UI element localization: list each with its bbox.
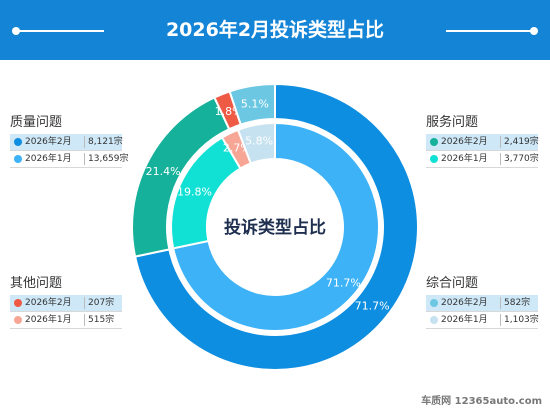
legend-group-title: 服务问题 (426, 115, 479, 130)
legend-row-value: 3,770宗 (504, 154, 539, 164)
header-line-right (446, 30, 532, 32)
legend-row-divider (84, 314, 85, 326)
header-dot-right (530, 27, 538, 35)
outer-slice-label: 5.1% (241, 98, 269, 111)
legend-row: 2026年2月 207宗 (10, 295, 122, 312)
legend-row: 2026年2月 2,419宗 (426, 134, 539, 151)
legend-row-label: 2026年1月 (25, 154, 72, 164)
legend-row: 2026年1月 515宗 (10, 312, 122, 329)
header-bar: 2026年2月投诉类型占比 (0, 0, 550, 60)
legend-swatch (14, 299, 22, 307)
header-dot-left (12, 27, 20, 35)
legend-group-service: 服务问题 2026年2月 2,419宗 2026年1月 3,770宗 (426, 112, 539, 168)
legend-row-divider (84, 297, 85, 309)
legend-row-value: 8,121宗 (88, 137, 123, 147)
legend-row-value: 2,419宗 (504, 137, 539, 147)
legend-row-divider (500, 153, 501, 165)
legend-row-label: 2026年1月 (441, 154, 488, 164)
inner-slice-quality (172, 121, 380, 332)
legend-row-divider (84, 153, 85, 165)
outer-slice-comprehensive (228, 82, 276, 126)
legend-swatch (430, 155, 438, 163)
legend-swatch (14, 138, 22, 146)
inner-slice-label: 71.7% (326, 276, 361, 289)
legend-row-value: 207宗 (88, 298, 115, 308)
legend-group-quality: 质量问题 2026年2月 8,121宗 2026年1月 13,659宗 (10, 112, 129, 168)
legend-row-label: 2026年1月 (25, 315, 72, 325)
header-line-left (18, 30, 104, 32)
inner-slice-label: 5.8% (245, 134, 273, 147)
legend-row-value: 582宗 (504, 298, 531, 308)
legend-row-label: 2026年1月 (441, 315, 488, 325)
legend-row: 2026年1月 3,770宗 (426, 151, 539, 168)
legend-row-value: 515宗 (88, 315, 115, 325)
legend-row: 2026年1月 1,103宗 (426, 312, 539, 329)
inner-slice-comprehensive (236, 121, 276, 165)
outer-slice-label: 71.7% (355, 300, 390, 313)
legend-row-value: 13,659宗 (88, 154, 129, 164)
legend-group-comprehensive: 综合问题 2026年2月 582宗 2026年1月 1,103宗 (426, 273, 539, 329)
legend-swatch (14, 316, 22, 324)
watermark-logo: 车质网 12365auto.com (421, 396, 542, 407)
legend-row-label: 2026年2月 (25, 298, 72, 308)
legend-group-other: 其他问题 2026年2月 207宗 2026年1月 515宗 (10, 273, 122, 329)
legend-row-divider (500, 136, 501, 148)
legend-row-label: 2026年2月 (441, 298, 488, 308)
legend-row-divider (500, 297, 501, 309)
legend-swatch (430, 316, 438, 324)
legend-group-title: 质量问题 (10, 115, 63, 130)
legend-row: 2026年2月 582宗 (426, 295, 538, 312)
center-label: 投诉类型占比 (224, 217, 326, 238)
legend-row-divider (84, 136, 85, 148)
legend-row-label: 2026年2月 (25, 137, 72, 147)
legend-swatch (430, 138, 438, 146)
legend-row-label: 2026年2月 (441, 137, 488, 147)
outer-slice-label: 21.4% (146, 165, 181, 178)
outer-slice-quality (133, 82, 419, 371)
legend-row-value: 1,103宗 (504, 315, 539, 325)
legend-group-title: 其他问题 (10, 276, 63, 291)
legend-row-divider (500, 314, 501, 326)
page-title: 2026年2月投诉类型占比 (165, 19, 385, 41)
legend-group-title: 综合问题 (426, 276, 479, 291)
inner-slice-label: 19.8% (177, 186, 212, 199)
legend-swatch (430, 299, 438, 307)
legend-row: 2026年1月 13,659宗 (10, 151, 129, 168)
legend-swatch (14, 155, 22, 163)
legend-row: 2026年2月 8,121宗 (10, 134, 123, 151)
